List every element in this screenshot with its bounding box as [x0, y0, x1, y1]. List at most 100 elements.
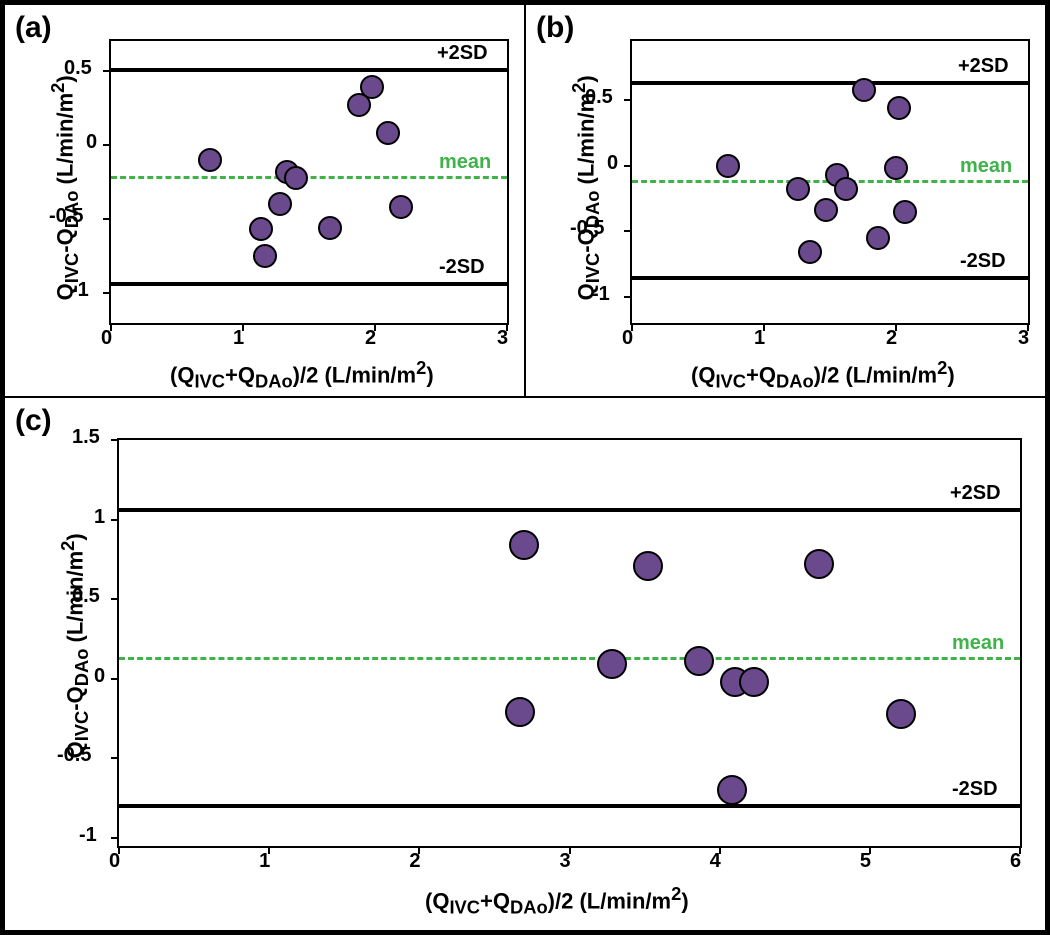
- y-tick: [624, 99, 632, 101]
- y-tick: [624, 165, 632, 167]
- y-tick-label: 1: [94, 506, 105, 529]
- data-point: [716, 154, 740, 178]
- panel-a-label: (a): [15, 11, 52, 45]
- data-point: [597, 649, 627, 679]
- x-tick-label: 1: [259, 850, 270, 873]
- y-tick: [111, 837, 119, 839]
- plus-2sd-line: [632, 81, 1028, 85]
- mean-label: mean: [952, 632, 1004, 655]
- y-tick-label: 0: [94, 665, 105, 688]
- y-tick: [111, 757, 119, 759]
- y-tick-label: 0.5: [72, 585, 100, 608]
- y-tick: [624, 296, 632, 298]
- x-tick-label: 3: [1018, 327, 1029, 350]
- mean-label: mean: [960, 155, 1012, 178]
- data-point: [739, 667, 769, 697]
- xlabel-b: (QIVC+QDAo)/2 (L/min/m2): [691, 357, 955, 393]
- x-tick-label: 6: [1010, 850, 1021, 873]
- x-tick-label: 4: [710, 850, 721, 873]
- y-tick-label: 0.5: [585, 86, 613, 109]
- xlabel-c: (QIVC+QDAo)/2 (L/min/m2): [425, 883, 689, 919]
- figure-container: (a) +2SD-2SDmean QIVC-QDAo (L/min/m2) (Q…: [0, 0, 1050, 935]
- y-tick-label: 0: [86, 131, 97, 154]
- data-point: [505, 697, 535, 727]
- mean-line: [111, 176, 507, 179]
- y-tick: [111, 598, 119, 600]
- y-tick-label: -1: [71, 279, 89, 302]
- panel-b-label: (b): [536, 11, 574, 45]
- data-point: [684, 646, 714, 676]
- x-tick-label: 2: [886, 327, 897, 350]
- data-point: [318, 216, 342, 240]
- x-tick-label: 1: [754, 327, 765, 350]
- y-tick-label: 0: [607, 152, 618, 175]
- data-point: [786, 177, 810, 201]
- y-tick-label: -1: [592, 283, 610, 306]
- x-tick-label: 3: [560, 850, 571, 873]
- minus-2sd-label: -2SD: [952, 778, 998, 801]
- y-tick: [103, 292, 111, 294]
- plus-2sd-label: +2SD: [958, 55, 1009, 78]
- x-tick-label: 2: [409, 850, 420, 873]
- data-point: [509, 530, 539, 560]
- data-point: [887, 96, 911, 120]
- x-tick-label: 3: [497, 327, 508, 350]
- y-tick-label: -0.5: [49, 205, 83, 228]
- y-tick-label: 0.5: [64, 57, 92, 80]
- y-tick-label: -0.5: [57, 744, 91, 767]
- panel-a: (a) +2SD-2SDmean QIVC-QDAo (L/min/m2) (Q…: [3, 3, 526, 398]
- plus-2sd-line: [111, 68, 507, 72]
- minus-2sd-label: -2SD: [960, 250, 1006, 273]
- minus-2sd-label: -2SD: [439, 256, 485, 279]
- data-point: [893, 200, 917, 224]
- panel-b: (b) +2SD-2SDmean QIVC-QDAo (L/min/m2) (Q…: [526, 3, 1047, 398]
- plot-area-b: +2SD -2SD mean: [630, 39, 1030, 325]
- plot-area-c: +2SD -2SD mean: [117, 438, 1022, 848]
- x-tick-label: 0: [109, 850, 120, 873]
- xlabel-a: (QIVC+QDAo)/2 (L/min/m2): [170, 357, 434, 393]
- x-tick-label: 0: [622, 327, 633, 350]
- y-tick-label: -1: [79, 824, 97, 847]
- data-point: [886, 699, 916, 729]
- x-tick-label: 0: [101, 327, 112, 350]
- y-tick: [103, 218, 111, 220]
- x-tick-label: 1: [233, 327, 244, 350]
- data-point: [798, 240, 822, 264]
- data-point: [249, 217, 273, 241]
- plot-area-a: +2SD-2SDmean: [109, 39, 509, 325]
- data-point: [852, 78, 876, 102]
- plus-2sd-line: [119, 508, 1020, 512]
- data-point: [253, 244, 277, 268]
- panel-c-label: (c): [15, 404, 52, 438]
- y-tick: [111, 439, 119, 441]
- minus-2sd-line: [119, 804, 1020, 808]
- y-tick: [624, 230, 632, 232]
- data-point: [884, 156, 908, 180]
- data-point: [804, 549, 834, 579]
- y-tick-label: 1.5: [72, 426, 100, 449]
- data-point: [834, 177, 858, 201]
- data-point: [389, 195, 413, 219]
- minus-2sd-line: [632, 276, 1028, 280]
- data-point: [376, 121, 400, 145]
- minus-2sd-line: [111, 282, 507, 286]
- data-point: [268, 192, 292, 216]
- panel-c: (c) +2SD-2SDmean QIVC-QDAo (L/min/m2) (Q…: [3, 398, 1047, 932]
- data-point: [717, 775, 747, 805]
- data-point: [360, 75, 384, 99]
- y-tick: [111, 678, 119, 680]
- x-tick-label: 2: [365, 327, 376, 350]
- data-point: [814, 198, 838, 222]
- plus-2sd-label: +2SD: [950, 482, 1001, 505]
- mean-line: [119, 657, 1020, 660]
- y-tick: [111, 519, 119, 521]
- x-tick-label: 5: [860, 850, 871, 873]
- data-point: [633, 551, 663, 581]
- data-point: [866, 226, 890, 250]
- data-point: [284, 166, 308, 190]
- y-tick: [103, 144, 111, 146]
- mean-label: mean: [439, 151, 491, 174]
- data-point: [198, 148, 222, 172]
- y-tick: [103, 70, 111, 72]
- y-tick-label: -0.5: [570, 217, 604, 240]
